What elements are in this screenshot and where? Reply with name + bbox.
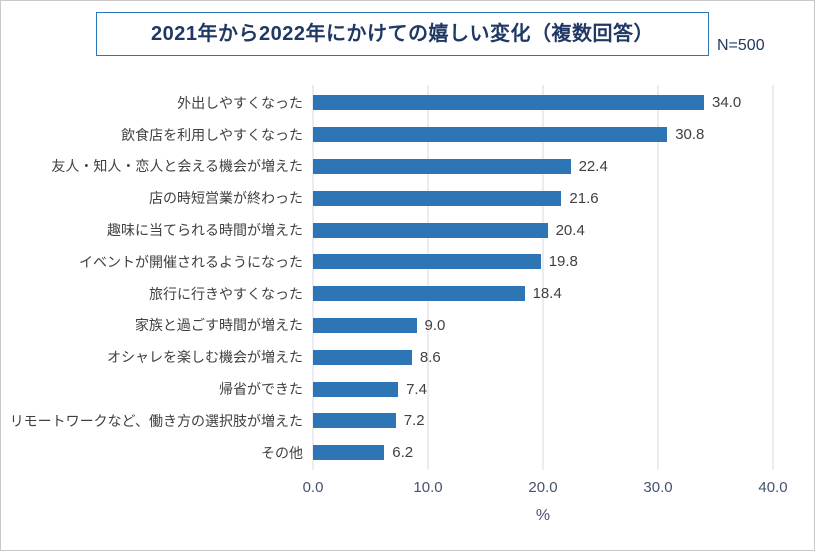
x-tick-label: 30.0 — [643, 479, 673, 496]
bar — [313, 222, 548, 238]
value-label: 22.4 — [578, 157, 608, 175]
value-label: 20.4 — [555, 221, 585, 239]
category-label: イベントが開催されるようになった — [79, 253, 303, 270]
category-label: リモートワークなど、働き方の選択肢が増えた — [9, 412, 303, 429]
bar-track: 20.4 — [313, 214, 773, 246]
category-label: 家族と過ごす時間が増えた — [134, 317, 303, 334]
bar-track: 18.4 — [313, 278, 773, 310]
bar-row: 外出しやすくなった 34.0 — [1, 87, 814, 119]
gridline — [657, 85, 659, 470]
bar-track: 19.8 — [313, 246, 773, 278]
bar-row: オシャレを楽しむ機会が増えた 8.6 — [1, 341, 814, 373]
bar-row: リモートワークなど、働き方の選択肢が増えた 7.2 — [1, 405, 814, 437]
bar-row: 店の時短営業が終わった 21.6 — [1, 182, 814, 214]
category-label: オシャレを楽しむ機会が増えた — [107, 349, 303, 366]
bar-row: 飲食店を利用しやすくなった 30.8 — [1, 119, 814, 151]
x-tick-label: 10.0 — [413, 479, 443, 496]
category-label: 店の時短営業が終わった — [149, 190, 303, 207]
bar — [313, 349, 412, 365]
value-label: 18.4 — [532, 285, 562, 303]
bar — [313, 286, 525, 302]
value-label: 19.8 — [548, 253, 578, 271]
value-label: 7.2 — [403, 412, 425, 430]
gridline — [427, 85, 429, 470]
bar — [313, 317, 417, 333]
bar-track: 9.0 — [313, 310, 773, 342]
bar-track: 34.0 — [313, 87, 773, 119]
bar — [313, 254, 541, 270]
category-label: 旅行に行きやすくなった — [149, 285, 303, 302]
category-label: 帰省ができた — [219, 381, 303, 398]
bar — [313, 190, 562, 206]
gridline — [312, 85, 314, 470]
bar — [313, 445, 385, 461]
bar-row: 帰省ができた 7.4 — [1, 373, 814, 405]
bar-track: 30.8 — [313, 119, 773, 151]
x-axis-ticks: 0.0 10.0 20.0 30.0 40.0 — [303, 479, 788, 499]
category-label: 趣味に当てられる時間が増えた — [107, 222, 303, 239]
bar-row: その他 6.2 — [1, 437, 814, 469]
bar-row: 家族と過ごす時間が増えた 9.0 — [1, 310, 814, 342]
bar-row: 旅行に行きやすくなった 18.4 — [1, 278, 814, 310]
bar-track: 7.4 — [313, 373, 773, 405]
chart-title: 2021年から2022年にかけての嬉しい変化（複数回答） — [96, 12, 709, 56]
bar-row: 趣味に当てられる時間が増えた 20.4 — [1, 214, 814, 246]
bar-track: 21.6 — [313, 182, 773, 214]
gridlines — [312, 85, 774, 470]
x-tick-label: 40.0 — [758, 479, 788, 496]
gridline — [772, 85, 774, 470]
category-label: 外出しやすくなった — [177, 94, 303, 111]
value-label: 6.2 — [392, 444, 414, 462]
bar — [313, 95, 704, 111]
value-label: 34.0 — [712, 94, 742, 112]
bar-row: イベントが開催されるようになった 19.8 — [1, 246, 814, 278]
value-label: 30.8 — [675, 126, 705, 144]
plot-area: 外出しやすくなった 34.0 飲食店を利用しやすくなった 30.8 友人・知人・恋人と会… — [1, 85, 814, 524]
value-label: 9.0 — [424, 316, 446, 334]
bar-row: 友人・知人・恋人と会える機会が増えた 22.4 — [1, 151, 814, 183]
value-label: 8.6 — [419, 348, 441, 366]
category-label: 飲食店を利用しやすくなった — [121, 126, 303, 143]
bar — [313, 127, 668, 143]
category-label: 友人・知人・恋人と会える機会が増えた — [51, 158, 303, 175]
bar-rows: 外出しやすくなった 34.0 飲食店を利用しやすくなった 30.8 友人・知人・恋人と会… — [1, 87, 814, 469]
bar — [313, 381, 399, 397]
value-label: 7.4 — [406, 380, 427, 398]
value-label: 21.6 — [569, 189, 599, 207]
category-label: その他 — [261, 444, 303, 461]
bar — [313, 158, 571, 174]
bar-track: 22.4 — [313, 151, 773, 183]
bar-track: 6.2 — [313, 437, 773, 469]
bar — [313, 413, 396, 429]
x-axis-label: % — [535, 507, 551, 524]
gridline — [542, 85, 544, 470]
x-tick-label: 0.0 — [302, 479, 324, 496]
x-tick-label: 20.0 — [528, 479, 558, 496]
bar-track: 8.6 — [313, 341, 773, 373]
sample-size-label: N=500 — [717, 37, 765, 54]
bar-track: 7.2 — [313, 405, 773, 437]
